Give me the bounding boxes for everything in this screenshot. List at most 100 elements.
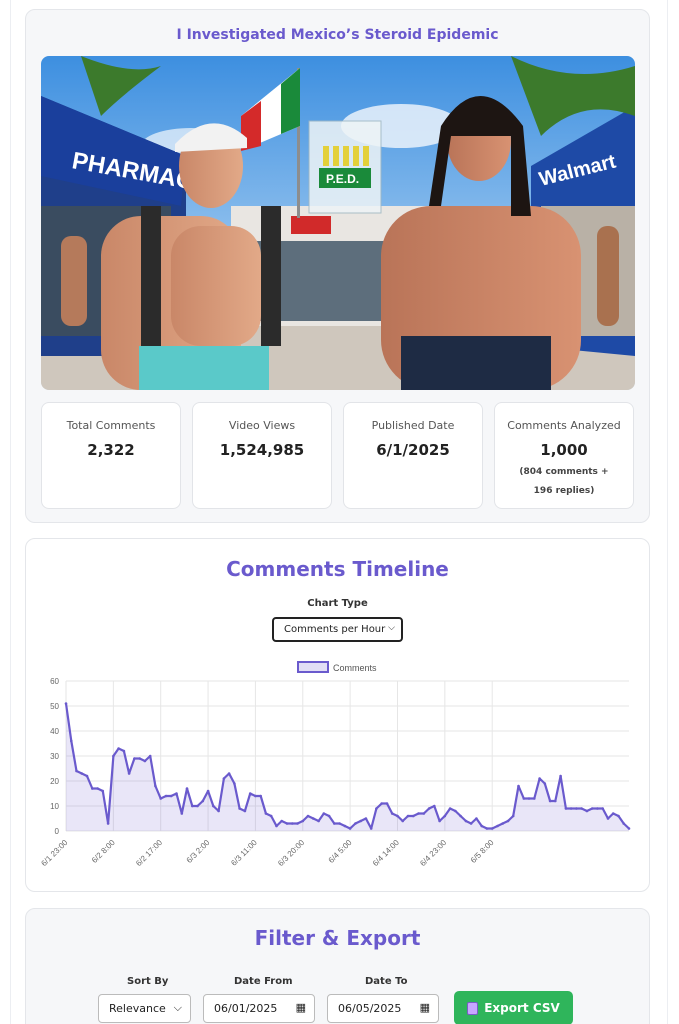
- data-point: [354, 822, 357, 825]
- data-point: [212, 804, 215, 808]
- calendar-icon[interactable]: ▦: [295, 1001, 306, 1014]
- x-tick-label: 6/3 20:00: [276, 838, 306, 868]
- data-point: [406, 814, 410, 818]
- data-point: [96, 787, 99, 790]
- date-to-value: 06/05/2025: [338, 1002, 402, 1015]
- filter-export-card: Filter & Export Sort By Relevance ⌵ Date…: [25, 908, 650, 1024]
- data-point: [522, 797, 526, 800]
- data-point: [469, 822, 473, 825]
- chart-type-label: Chart Type: [307, 598, 368, 609]
- stat-label: Total Comments: [66, 419, 156, 432]
- data-point: [364, 817, 368, 820]
- video-thumbnail[interactable]: PHARMACY Walmart: [41, 56, 635, 390]
- export-csv-label: Export CSV: [484, 1001, 560, 1015]
- data-point: [117, 747, 120, 750]
- y-tick-label: 20: [50, 777, 59, 786]
- sort-by-select[interactable]: Relevance ⌵: [98, 994, 191, 1023]
- chart-type-select[interactable]: Comments per Hour ⌵: [272, 617, 403, 642]
- data-point: [506, 819, 510, 823]
- comments-timeline-card: Comments Timeline Chart Type Comments pe…: [25, 538, 650, 892]
- data-point: [559, 774, 562, 778]
- data-point: [343, 824, 347, 828]
- clipboard-icon: [467, 1001, 479, 1015]
- data-point: [64, 702, 68, 705]
- data-point: [417, 812, 420, 815]
- data-point: [338, 822, 341, 825]
- data-point: [243, 809, 247, 813]
- data-point: [306, 814, 310, 818]
- date-from-label: Date From: [234, 976, 293, 987]
- data-point: [401, 819, 405, 823]
- filter-export-title: Filter & Export: [254, 926, 421, 950]
- thumbnail-image: PHARMACY Walmart: [41, 56, 635, 390]
- data-point: [143, 759, 147, 763]
- data-point: [380, 802, 384, 805]
- data-point: [169, 794, 173, 798]
- x-tick-label: 6/3 11:00: [229, 838, 259, 868]
- data-point: [206, 789, 210, 793]
- chevron-down-icon: ⌵: [173, 1001, 182, 1014]
- data-point: [285, 822, 289, 825]
- date-from-input[interactable]: 06/01/2025 ▦: [203, 994, 315, 1023]
- data-point: [496, 824, 499, 828]
- x-tick-label: 6/4 5:00: [327, 838, 354, 865]
- stat-total-comments: Total Comments 2,322: [41, 402, 181, 509]
- data-point: [564, 807, 568, 810]
- data-point: [359, 819, 363, 823]
- chart-type-value: Comments per Hour: [284, 624, 386, 635]
- export-csv-button[interactable]: Export CSV: [454, 991, 573, 1024]
- timeline-title: Comments Timeline: [226, 557, 449, 581]
- data-point: [517, 784, 520, 788]
- data-point: [454, 809, 457, 813]
- data-point: [385, 802, 389, 805]
- data-point: [164, 794, 168, 798]
- data-point: [238, 807, 241, 810]
- data-point: [569, 807, 573, 810]
- x-tick-label: 6/2 8:00: [90, 838, 117, 865]
- data-point: [312, 817, 315, 820]
- x-tick-label: 6/5 8:00: [469, 838, 496, 865]
- data-point: [333, 822, 336, 825]
- data-point: [617, 814, 620, 818]
- stat-label: Comments Analyzed: [507, 419, 621, 432]
- data-point: [369, 827, 373, 830]
- stat-comments-analyzed: Comments Analyzed 1,000 (804 comments + …: [494, 402, 634, 509]
- data-point: [254, 794, 257, 798]
- data-point: [185, 787, 189, 790]
- stat-published-date: Published Date 6/1/2025: [343, 402, 483, 509]
- data-point: [280, 819, 283, 823]
- data-point: [75, 769, 78, 773]
- y-tick-label: 30: [50, 752, 59, 761]
- stat-value: 6/1/2025: [376, 441, 450, 459]
- date-to-input[interactable]: 06/05/2025 ▦: [327, 994, 439, 1023]
- data-point: [585, 809, 589, 813]
- data-point: [233, 782, 236, 785]
- data-point: [133, 757, 136, 760]
- data-point: [627, 827, 631, 830]
- data-point: [196, 804, 199, 808]
- data-point: [543, 782, 547, 785]
- calendar-icon[interactable]: ▦: [419, 1001, 430, 1014]
- sort-by-label: Sort By: [127, 976, 169, 987]
- data-point: [85, 774, 89, 778]
- stat-value: 1,000: [540, 441, 588, 459]
- data-point: [433, 804, 436, 808]
- stat-label: Video Views: [228, 419, 296, 432]
- data-point: [580, 807, 583, 810]
- data-point: [148, 754, 152, 758]
- data-point: [80, 772, 84, 775]
- data-point: [438, 819, 441, 823]
- data-point: [622, 822, 625, 825]
- data-point: [511, 814, 515, 818]
- data-point: [606, 817, 610, 820]
- data-point: [459, 814, 462, 818]
- data-point: [322, 812, 326, 815]
- y-tick-label: 60: [50, 677, 59, 686]
- sort-by-value: Relevance: [109, 1002, 166, 1015]
- stat-video-views: Video Views 1,524,985: [192, 402, 332, 509]
- data-point: [501, 822, 505, 825]
- data-point: [191, 804, 194, 808]
- data-point: [180, 812, 184, 815]
- stat-value: 2,322: [87, 441, 135, 459]
- legend-label: Comments: [333, 663, 377, 673]
